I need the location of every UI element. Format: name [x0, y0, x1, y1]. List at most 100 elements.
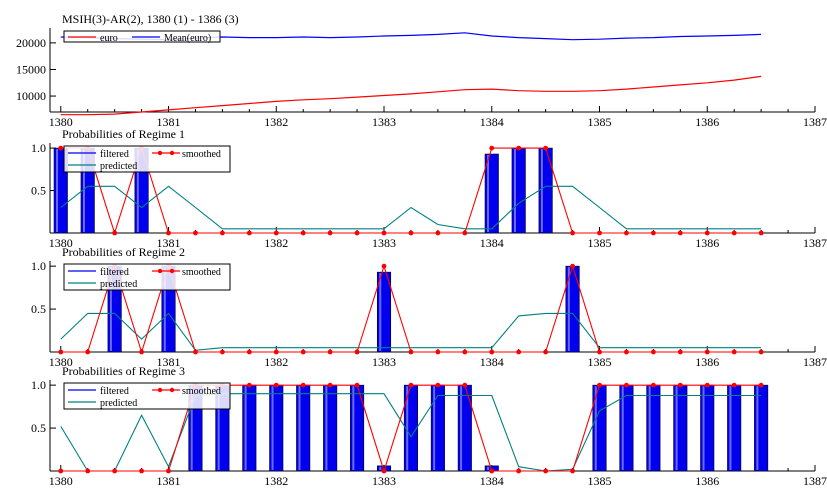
chart-panel-1: 1380 1381 1382 1383 1384 1385 1386 1387 10000 150…	[16, 12, 827, 129]
smoothed-point	[381, 263, 387, 269]
smoothed-point	[597, 382, 602, 388]
smoothed-point	[489, 145, 495, 151]
x-tick-label: 1380	[49, 355, 73, 369]
filtered-bar-highlight	[379, 273, 382, 351]
x-tick-label: 1386	[695, 355, 719, 369]
x-tick-label: 1384	[480, 355, 504, 369]
x-tick-label: 1386	[695, 474, 719, 488]
smoothed-point	[408, 230, 414, 236]
x-tick-label: 1383	[372, 355, 396, 369]
legend-marker-smoothed	[169, 150, 175, 156]
smoothed-point	[273, 382, 279, 388]
x-tick-label: 1383	[372, 474, 396, 488]
smoothed-point	[489, 468, 495, 474]
smoothed-point	[462, 230, 468, 236]
y-tick-label: 1.0	[31, 378, 46, 392]
smoothed-point	[58, 349, 64, 355]
smoothed-point	[462, 382, 468, 388]
filtered-bar-highlight	[163, 267, 166, 351]
legend-marker-smoothed	[157, 268, 163, 274]
filtered-bar-highlight	[298, 386, 301, 470]
smoothed-point	[731, 230, 737, 236]
x-tick-label: 1385	[588, 115, 612, 129]
smoothed-point	[435, 349, 441, 355]
x-tick-label: 1387	[803, 236, 827, 250]
smoothed-point	[704, 382, 710, 388]
x-tick-label: 1382	[264, 115, 288, 129]
smoothed-point	[408, 382, 414, 388]
smoothed-point	[650, 349, 656, 355]
filtered-bar-highlight	[190, 386, 193, 470]
smoothed-point	[85, 349, 91, 355]
smoothed-point	[300, 349, 306, 355]
x-tick-label: 1382	[264, 474, 288, 488]
y-tick-label: 0.5	[31, 302, 46, 316]
filtered-bar-highlight	[460, 386, 463, 470]
x-tick-label: 1381	[157, 355, 181, 369]
x-tick-label: 1387	[803, 355, 827, 369]
smoothed-point	[704, 349, 710, 355]
smoothed-point	[758, 382, 764, 388]
filtered-bar-highlight	[487, 466, 490, 470]
smoothed-point	[543, 145, 549, 151]
y-tick-label: 1.0	[31, 259, 46, 273]
filtered-bar-highlight	[136, 149, 139, 232]
smoothed-point	[273, 349, 279, 355]
smoothed-point	[435, 382, 441, 388]
chart-panel-3: 1380 1381 1382 1383 1384 1385 1386 1387 0.5 1.0 Pr…	[31, 245, 827, 369]
legend-label-predicted: predicted	[100, 398, 137, 409]
smoothed-point	[58, 468, 64, 474]
y-tick-label: 10000	[16, 89, 46, 103]
smoothed-point	[570, 230, 575, 236]
filtered-bar-highlight	[567, 267, 570, 351]
filtered-bar-highlight	[325, 386, 328, 470]
chart-title: Probabilities of Regime 2	[62, 245, 185, 259]
x-tick-label: 1383	[372, 115, 396, 129]
filtered-bar-highlight	[56, 149, 59, 232]
smoothed-point	[354, 382, 360, 388]
x-tick-label: 1381	[157, 115, 181, 129]
predicted-line	[60, 312, 762, 351]
smoothed-point	[731, 349, 737, 355]
smoothed-point	[327, 382, 333, 388]
smoothed-point	[193, 349, 198, 355]
filtered-bar-highlight	[379, 466, 382, 470]
smoothed-point	[354, 349, 360, 355]
smoothed-point	[193, 230, 198, 236]
filtered-bar-highlight	[82, 149, 85, 232]
legend-label-filtered: filtered	[100, 267, 129, 278]
smoothed-point	[300, 382, 306, 388]
smoothed-point	[246, 349, 252, 355]
smoothed-point	[516, 468, 522, 474]
smoothed-point	[624, 349, 629, 355]
smoothed-point	[246, 382, 252, 388]
smoothed-point	[731, 382, 737, 388]
smoothed-point	[273, 230, 279, 236]
filtered-bar-highlight	[594, 386, 597, 470]
legend-box	[63, 263, 231, 291]
y-tick-label: 0.5	[31, 184, 46, 198]
smoothed-point	[597, 230, 602, 236]
smoothed-point	[597, 349, 602, 355]
smoothed-point	[166, 230, 171, 236]
smoothed-point	[300, 230, 306, 236]
smoothed-point	[381, 230, 387, 236]
y-tick-label: 20000	[16, 36, 46, 50]
legend-box	[63, 382, 231, 410]
smoothed-point	[677, 349, 683, 355]
legend-marker-smoothed	[169, 268, 175, 274]
y-tick-label: 1.0	[31, 141, 46, 155]
smoothed-point	[112, 468, 118, 474]
smoothed-point	[139, 349, 144, 355]
x-tick-label: 1386	[695, 236, 719, 250]
predicted-line	[60, 185, 762, 230]
x-tick-label: 1383	[372, 236, 396, 250]
x-tick-label: 1381	[157, 474, 181, 488]
filtered-bar-highlight	[540, 149, 543, 232]
legend-box	[63, 145, 231, 173]
smoothed-point	[677, 230, 683, 236]
filtered-bar-highlight	[487, 155, 490, 232]
smoothed-point	[516, 349, 522, 355]
filtered-bar-highlight	[271, 386, 274, 470]
